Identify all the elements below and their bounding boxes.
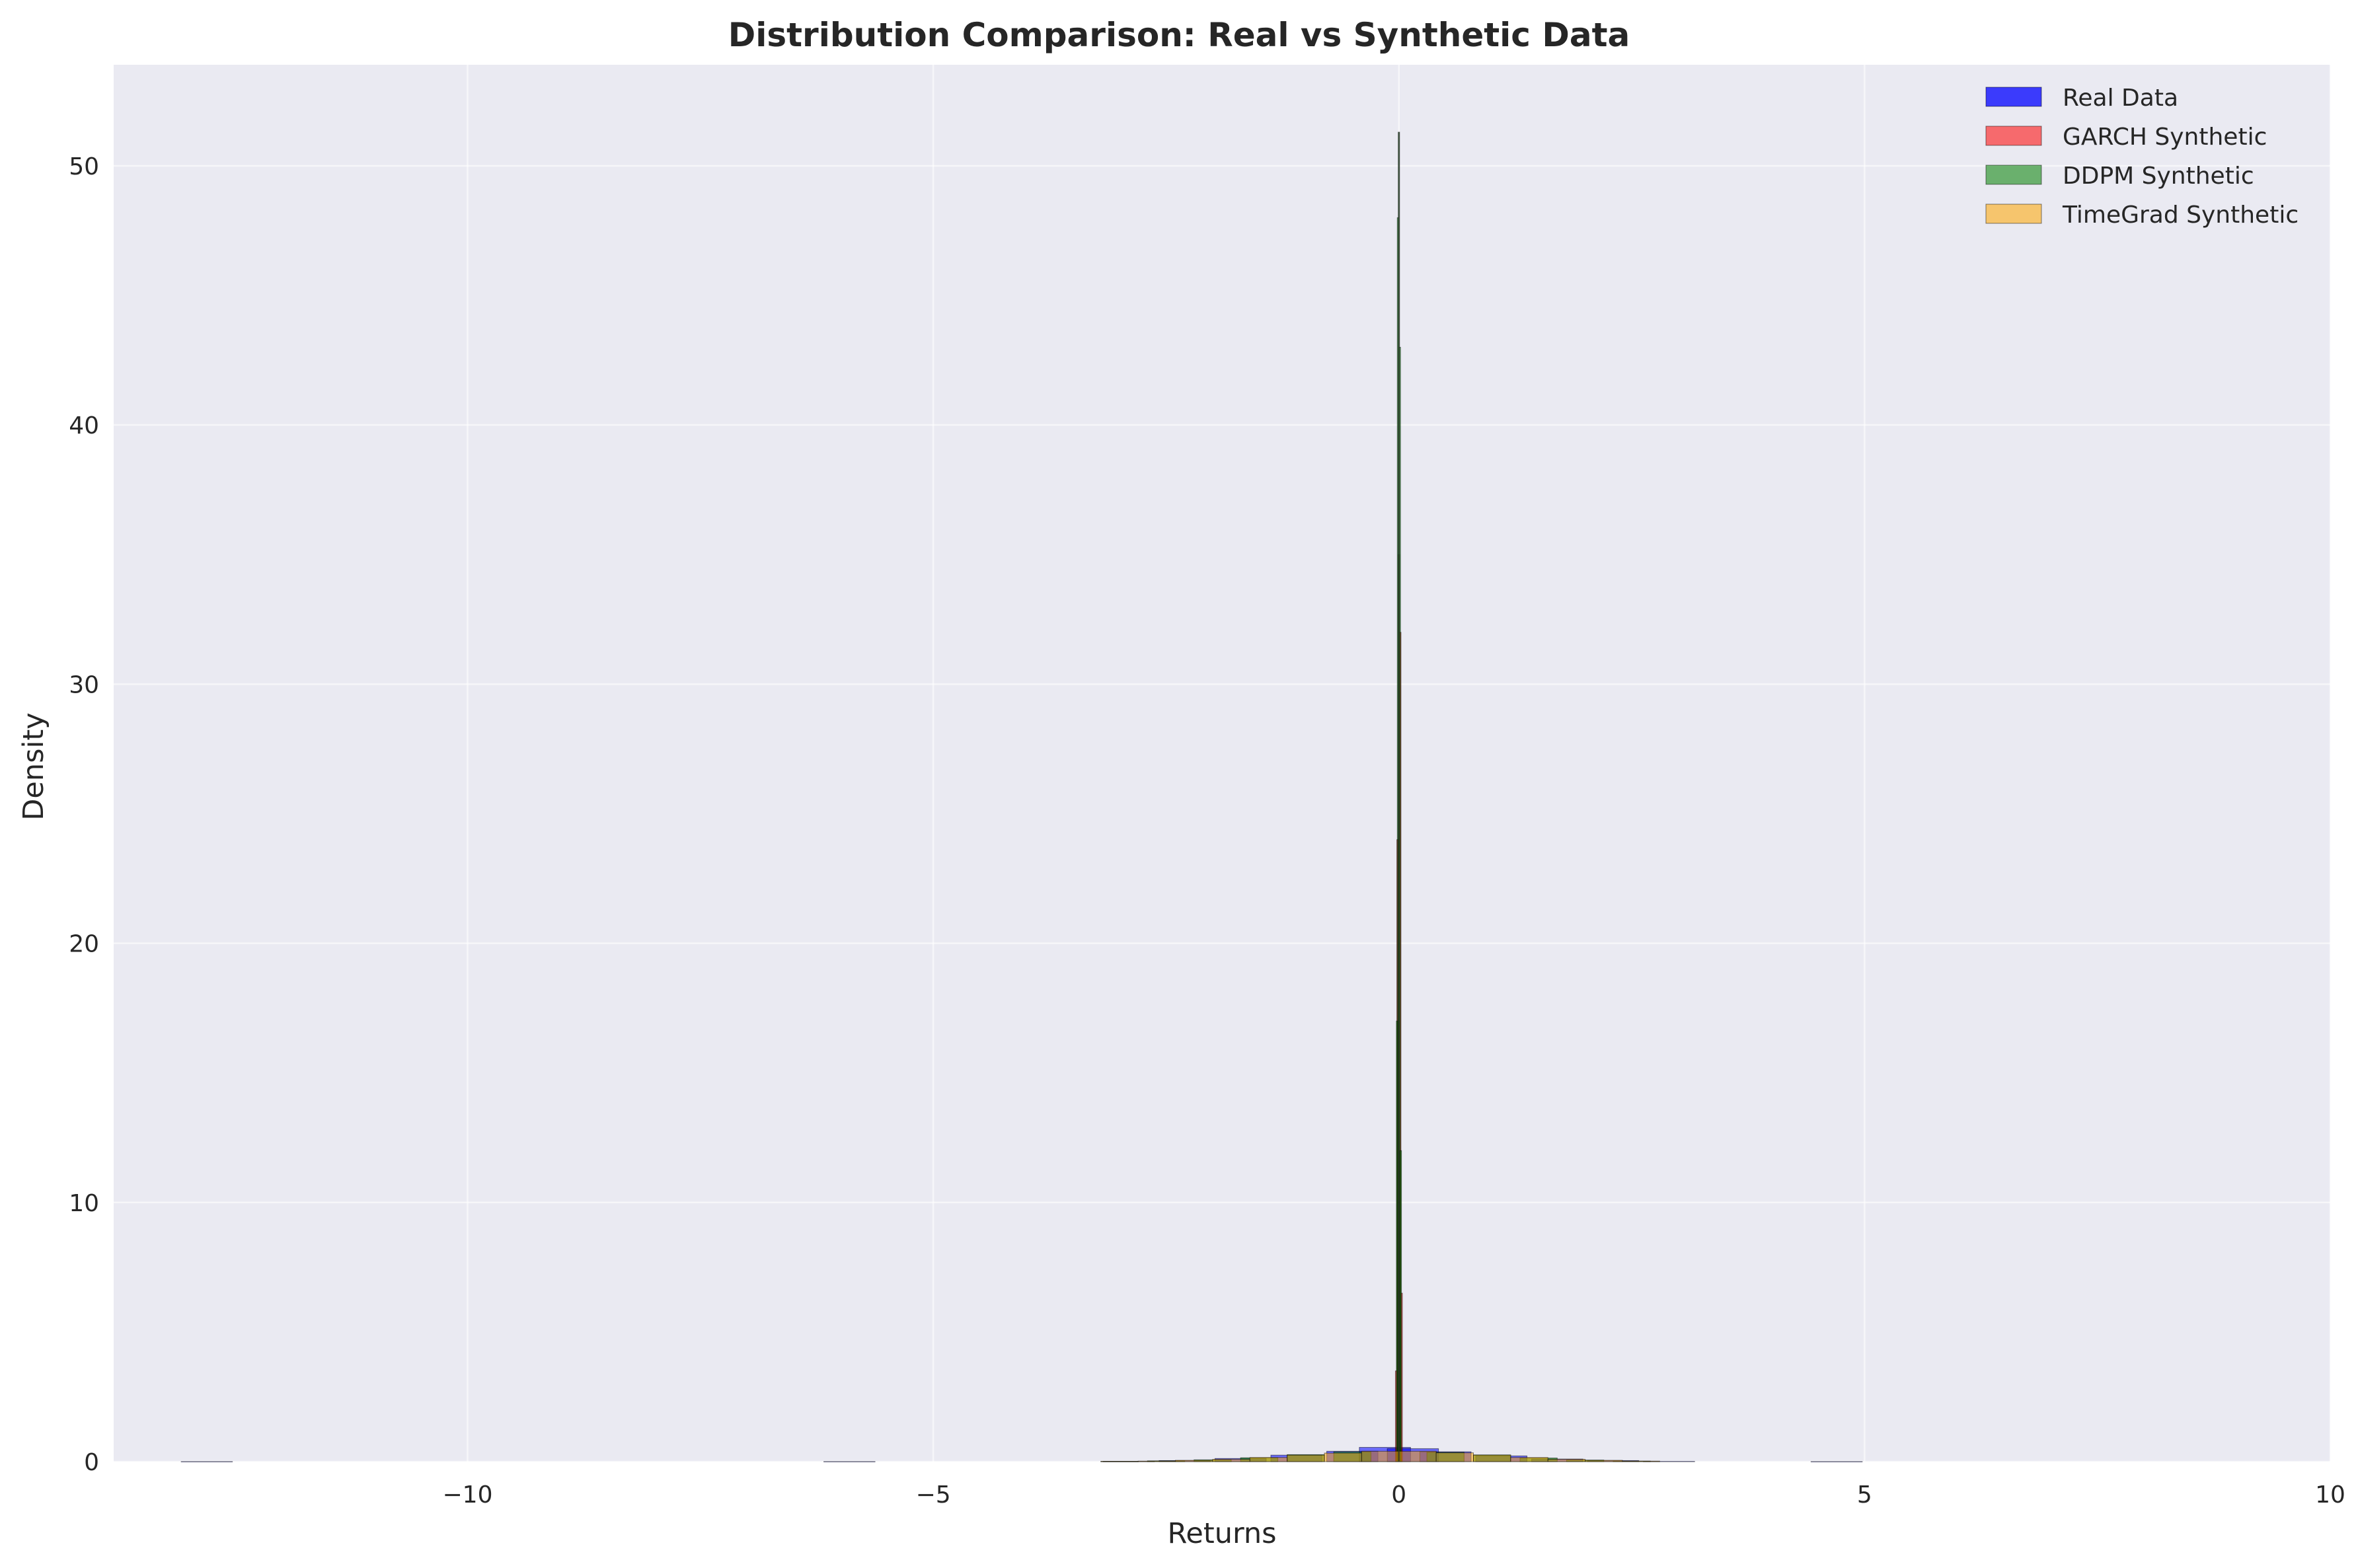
histogram-bar [1361, 1450, 1400, 1462]
x-tick-label: 0 [1391, 1481, 1406, 1509]
y-axis-label: Density [17, 712, 50, 820]
y-tick-label: 20 [69, 931, 99, 958]
y-tick-label: 50 [69, 153, 99, 180]
y-tick-label: 0 [84, 1449, 99, 1476]
histogram-bar [1472, 1454, 1511, 1462]
plot-background [114, 65, 2330, 1462]
y-tick-label: 40 [69, 412, 99, 439]
legend-swatch [1985, 165, 2042, 185]
x-tick-label: 10 [2315, 1481, 2345, 1509]
series-timegrad-synthetic [1100, 1450, 1660, 1462]
y-tick-label: 30 [69, 671, 99, 698]
histogram-bar [1175, 1460, 1213, 1462]
x-tick-label: 5 [1857, 1481, 1872, 1509]
legend-label: GARCH Synthetic [2063, 124, 2267, 151]
histogram-bar [1547, 1458, 1586, 1462]
legend-label: TimeGrad Synthetic [2062, 202, 2299, 229]
x-axis-label: Returns [1167, 1517, 1276, 1550]
y-tick-label: 10 [69, 1190, 99, 1217]
histogram-bar [1249, 1457, 1288, 1462]
histogram-bar [1212, 1458, 1250, 1462]
histogram-bar [1400, 1150, 1402, 1462]
legend-swatch [1985, 204, 2042, 224]
x-tick-label: −5 [916, 1481, 951, 1509]
legend-label: DDPM Synthetic [2063, 163, 2254, 190]
histogram-bar [1435, 1452, 1474, 1462]
chart-title: Distribution Comparison: Real vs Synthet… [728, 16, 1630, 54]
histogram-bar [1585, 1460, 1623, 1462]
plot-area [114, 65, 2332, 1463]
legend-swatch [1985, 126, 2042, 146]
histogram-bar [1622, 1460, 1660, 1462]
histogram-bar [1324, 1452, 1362, 1462]
legend-label: Real Data [2063, 85, 2178, 112]
histogram-bar [1287, 1454, 1325, 1462]
legend-swatch [1985, 87, 2042, 107]
histogram-bar [1398, 1450, 1437, 1462]
x-tick-label: −10 [443, 1481, 493, 1509]
histogram-bar [1510, 1457, 1548, 1462]
histogram-bar [1137, 1460, 1176, 1462]
